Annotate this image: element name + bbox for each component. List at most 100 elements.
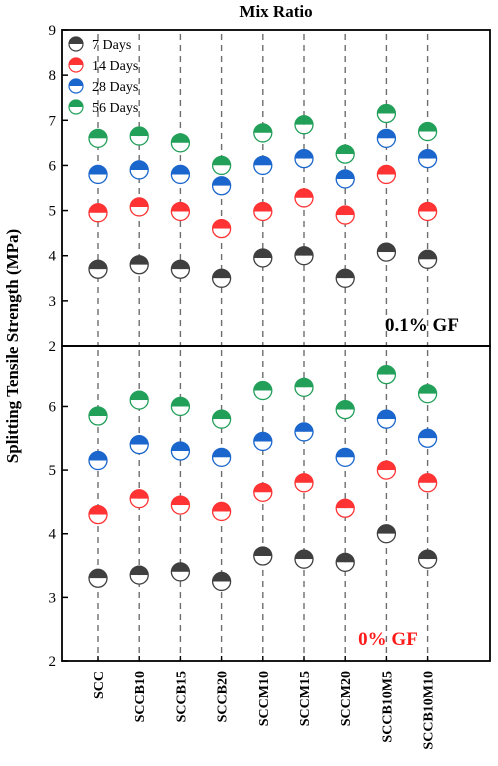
legend-marker-bottom (69, 44, 83, 51)
marker-bottom-half (377, 252, 396, 262)
marker-outline (253, 482, 273, 503)
data-point-28-days (376, 128, 397, 148)
marker-top-half (295, 422, 313, 432)
data-point-14-days (129, 197, 149, 217)
marker-outline (253, 201, 273, 222)
marker-outline (376, 164, 397, 185)
marker-outline (129, 255, 149, 275)
marker-top-half (295, 149, 313, 159)
data-point-14-days (335, 205, 355, 225)
marker-top-half (377, 461, 396, 471)
data-point-56-days (335, 144, 355, 164)
marker-bottom-half (130, 136, 149, 146)
legend-item: 28 Days (68, 78, 138, 95)
data-point-28-days (335, 169, 355, 189)
data-point-14-days (294, 188, 314, 208)
marker-top-half (130, 435, 149, 445)
data-point-56-days (129, 126, 149, 146)
marker-top-half (253, 202, 272, 212)
y-tick-label: 4 (49, 527, 57, 543)
marker-outline (88, 203, 108, 223)
marker-bottom-half (253, 132, 272, 142)
data-point-28-days (211, 447, 232, 468)
data-point-56-days (376, 103, 397, 124)
data-point-7-days (253, 546, 273, 566)
legend-marker-bottom (69, 107, 83, 114)
marker-top-half (171, 260, 190, 270)
panel-annotation: 0% GF (358, 629, 418, 650)
marker-bottom-half (418, 158, 437, 168)
marker-outline (376, 409, 397, 429)
marker-outline (294, 149, 314, 169)
data-point-7-days (211, 571, 232, 592)
legend-item: 14 Days (68, 57, 138, 74)
data-point-56-days (417, 384, 438, 404)
marker-outline (170, 201, 191, 222)
marker-bottom-half (295, 482, 313, 492)
marker-top-half (336, 553, 355, 563)
marker-top-half (377, 243, 396, 253)
marker-bottom-half (418, 211, 437, 221)
x-category-label: SCCM15 (298, 671, 313, 726)
marker-top-half (418, 250, 437, 260)
legend-marker-outline (68, 99, 84, 115)
data-point-7-days (253, 248, 273, 268)
marker-bottom-half (295, 124, 313, 134)
marker-top-half (295, 473, 313, 483)
marker-outline (129, 489, 149, 509)
marker-top-half (336, 206, 355, 216)
marker-bottom-half (295, 197, 313, 207)
legend-marker-top (69, 100, 83, 107)
marker-outline (417, 249, 438, 269)
marker-top-half (212, 176, 231, 186)
data-point-14-days (417, 201, 438, 222)
marker-outline (253, 431, 273, 452)
marker-outline (211, 409, 232, 429)
marker-top-half (418, 122, 437, 132)
legend-label: 28 Days (92, 80, 138, 95)
marker-outline (417, 121, 438, 142)
marker-bottom-half (130, 169, 149, 179)
x-category-label: SCCM10 (257, 671, 272, 726)
marker-bottom-half (171, 269, 190, 279)
marker-top-half (377, 129, 396, 139)
marker-top-half (212, 502, 231, 512)
marker-bottom-half (171, 142, 190, 152)
marker-outline (335, 205, 355, 225)
marker-top-half (89, 260, 107, 270)
marker-outline (335, 552, 355, 573)
legend-marker-top (69, 79, 83, 86)
data-point-28-days (294, 149, 314, 169)
marker-bottom-half (212, 278, 231, 288)
marker-top-half (253, 432, 272, 442)
x-category-label: SCCB15 (174, 671, 189, 722)
marker-bottom-half (377, 113, 396, 123)
marker-bottom-half (130, 206, 149, 216)
marker-outline (335, 399, 355, 420)
marker-bottom-half (377, 533, 396, 543)
marker-bottom-half (130, 400, 149, 410)
y-tick-label: 6 (49, 399, 57, 415)
marker-outline (294, 473, 314, 493)
marker-outline (417, 473, 438, 493)
marker-bottom-half (171, 211, 190, 221)
marker-outline (417, 384, 438, 404)
data-point-14-days (376, 164, 397, 185)
marker-outline (376, 524, 397, 544)
marker-top-half (212, 269, 231, 279)
marker-top-half (89, 129, 107, 139)
marker-top-half (212, 219, 231, 229)
marker-outline (129, 126, 149, 146)
marker-top-half (377, 104, 396, 114)
data-point-7-days (335, 552, 355, 573)
data-point-28-days (129, 434, 149, 455)
marker-bottom-half (89, 416, 107, 425)
marker-top-half (418, 473, 437, 483)
data-point-14-days (294, 473, 314, 493)
marker-top-half (253, 381, 272, 391)
marker-top-half (130, 127, 149, 137)
marker-outline (253, 123, 273, 143)
marker-outline (88, 568, 108, 588)
marker-top-half (212, 410, 231, 420)
marker-top-half (130, 566, 149, 576)
